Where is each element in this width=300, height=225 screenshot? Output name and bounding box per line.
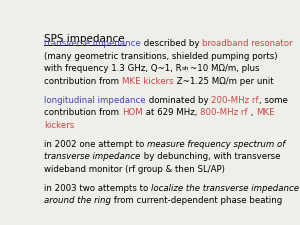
Text: localize the transverse impedance: localize the transverse impedance: [152, 184, 299, 193]
Text: longitudinal impedance: longitudinal impedance: [44, 96, 146, 105]
Text: in 2002 one attempt to: in 2002 one attempt to: [44, 140, 148, 148]
Text: ~10 MΩ/m, plus: ~10 MΩ/m, plus: [190, 64, 259, 73]
Text: by debunching, with transverse: by debunching, with transverse: [141, 152, 280, 161]
Text: from current-dependent phase beating: from current-dependent phase beating: [112, 196, 283, 205]
Text: ,: ,: [248, 108, 256, 117]
Text: transverse impedance: transverse impedance: [44, 39, 141, 48]
Text: 800-MHz rf: 800-MHz rf: [200, 108, 248, 117]
Text: MKE kickers: MKE kickers: [122, 76, 174, 86]
Text: with frequency 1.3 GHz, Q~1, R: with frequency 1.3 GHz, Q~1, R: [44, 64, 182, 73]
Text: around the ring: around the ring: [44, 196, 112, 205]
Text: contribution from: contribution from: [44, 108, 122, 117]
Text: kickers: kickers: [44, 121, 75, 130]
Text: measure frequency spectrum of: measure frequency spectrum of: [148, 140, 286, 148]
Text: wideband monitor (rf group & then SL/AP): wideband monitor (rf group & then SL/AP): [44, 164, 225, 173]
Text: dominated by: dominated by: [146, 96, 212, 105]
Text: (many geometric transitions, shielded pumping ports): (many geometric transitions, shielded pu…: [44, 52, 278, 61]
Text: described by: described by: [141, 39, 202, 48]
Text: at 629 MHz,: at 629 MHz,: [143, 108, 200, 117]
Text: 200-MHz rf: 200-MHz rf: [212, 96, 259, 105]
Text: contribution from: contribution from: [44, 76, 122, 86]
Text: HOM: HOM: [122, 108, 143, 117]
Text: MKE: MKE: [256, 108, 274, 117]
Text: Z~1.25 MΩ/m per unit: Z~1.25 MΩ/m per unit: [174, 76, 274, 86]
Text: SPS impedance: SPS impedance: [44, 34, 125, 44]
Text: sh: sh: [182, 66, 190, 71]
Text: broadband resonator: broadband resonator: [202, 39, 293, 48]
Text: in 2003 two attempts to: in 2003 two attempts to: [44, 184, 152, 193]
Text: transverse impedance: transverse impedance: [44, 152, 141, 161]
Text: , some: , some: [259, 96, 288, 105]
